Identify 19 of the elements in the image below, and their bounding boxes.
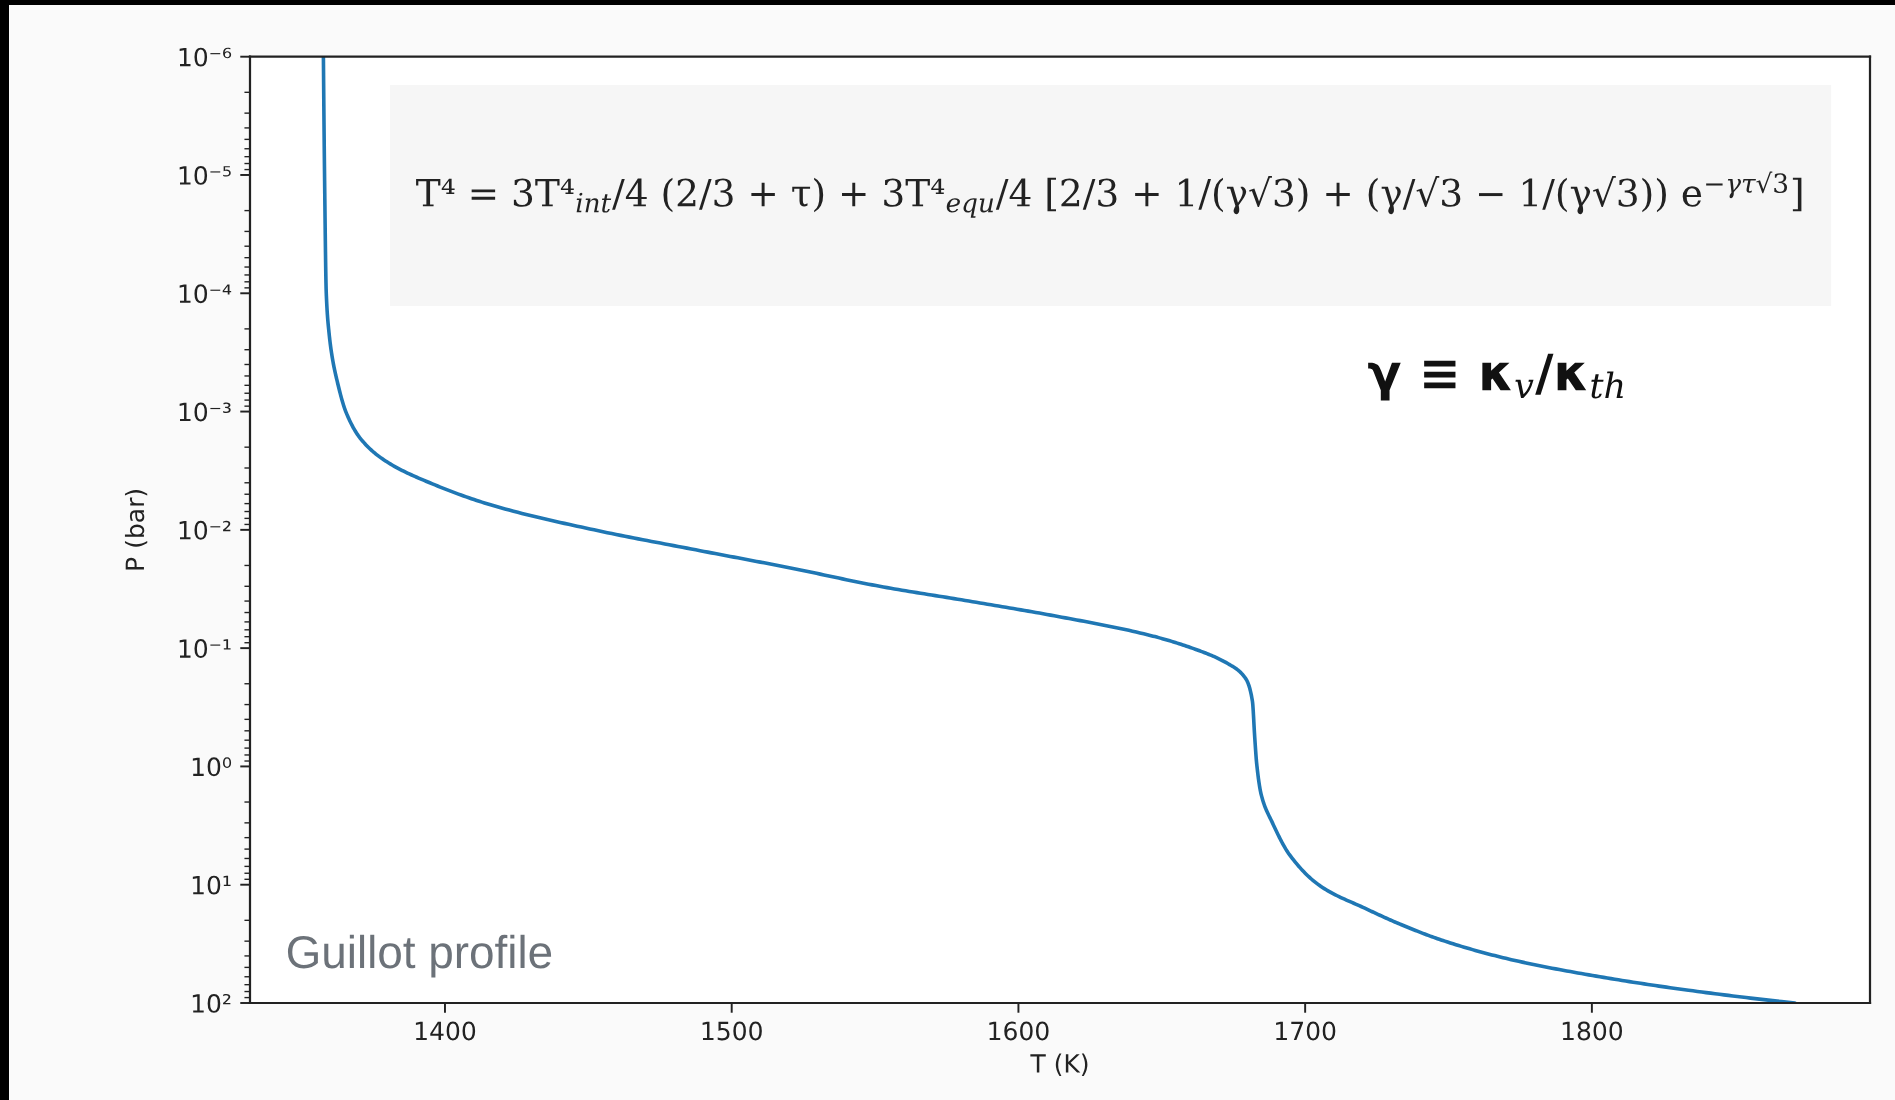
y-tick-label: 10⁻⁵ (179, 165, 231, 185)
x-tick-label: 1700 (1276, 1021, 1336, 1041)
annotation: Guillot profile (287, 934, 552, 978)
x-tick-label: 1800 (1562, 1021, 1623, 1041)
x-tick-label: 1600 (989, 1021, 1049, 1041)
y-tick-label: 10⁰ (192, 757, 232, 777)
x-tick-label: 1400 (415, 1021, 476, 1041)
y-tick-label: 10⁻⁴ (179, 284, 232, 304)
y-tick-label: 10⁻³ (179, 402, 231, 422)
x-axis-title: T (K) (1030, 1053, 1088, 1076)
y-tick-label: 10⁻² (179, 520, 231, 540)
annotation: T⁴ = 3T⁴$_{int}$/4 (2/3 + τ) + 3T⁴$_{equ}$/4 [2/3 + 1/(γ√3) + (γ/√3 − 1/(γ√3)) e$^{−γτ√3}$] (416, 171, 1802, 218)
y-tick-label: 10⁻¹ (179, 639, 231, 658)
y-tick-label: 10¹ (192, 875, 231, 895)
x-tick-label: 1500 (702, 1021, 762, 1041)
annotation: γ ≡ κ$_{v}$/κ$_{th}$ (1368, 353, 1623, 401)
y-axis-title: P (bar) (124, 490, 148, 570)
y-tick-label: 10⁻⁶ (179, 47, 232, 67)
y-tick-label: 10² (192, 993, 231, 1013)
